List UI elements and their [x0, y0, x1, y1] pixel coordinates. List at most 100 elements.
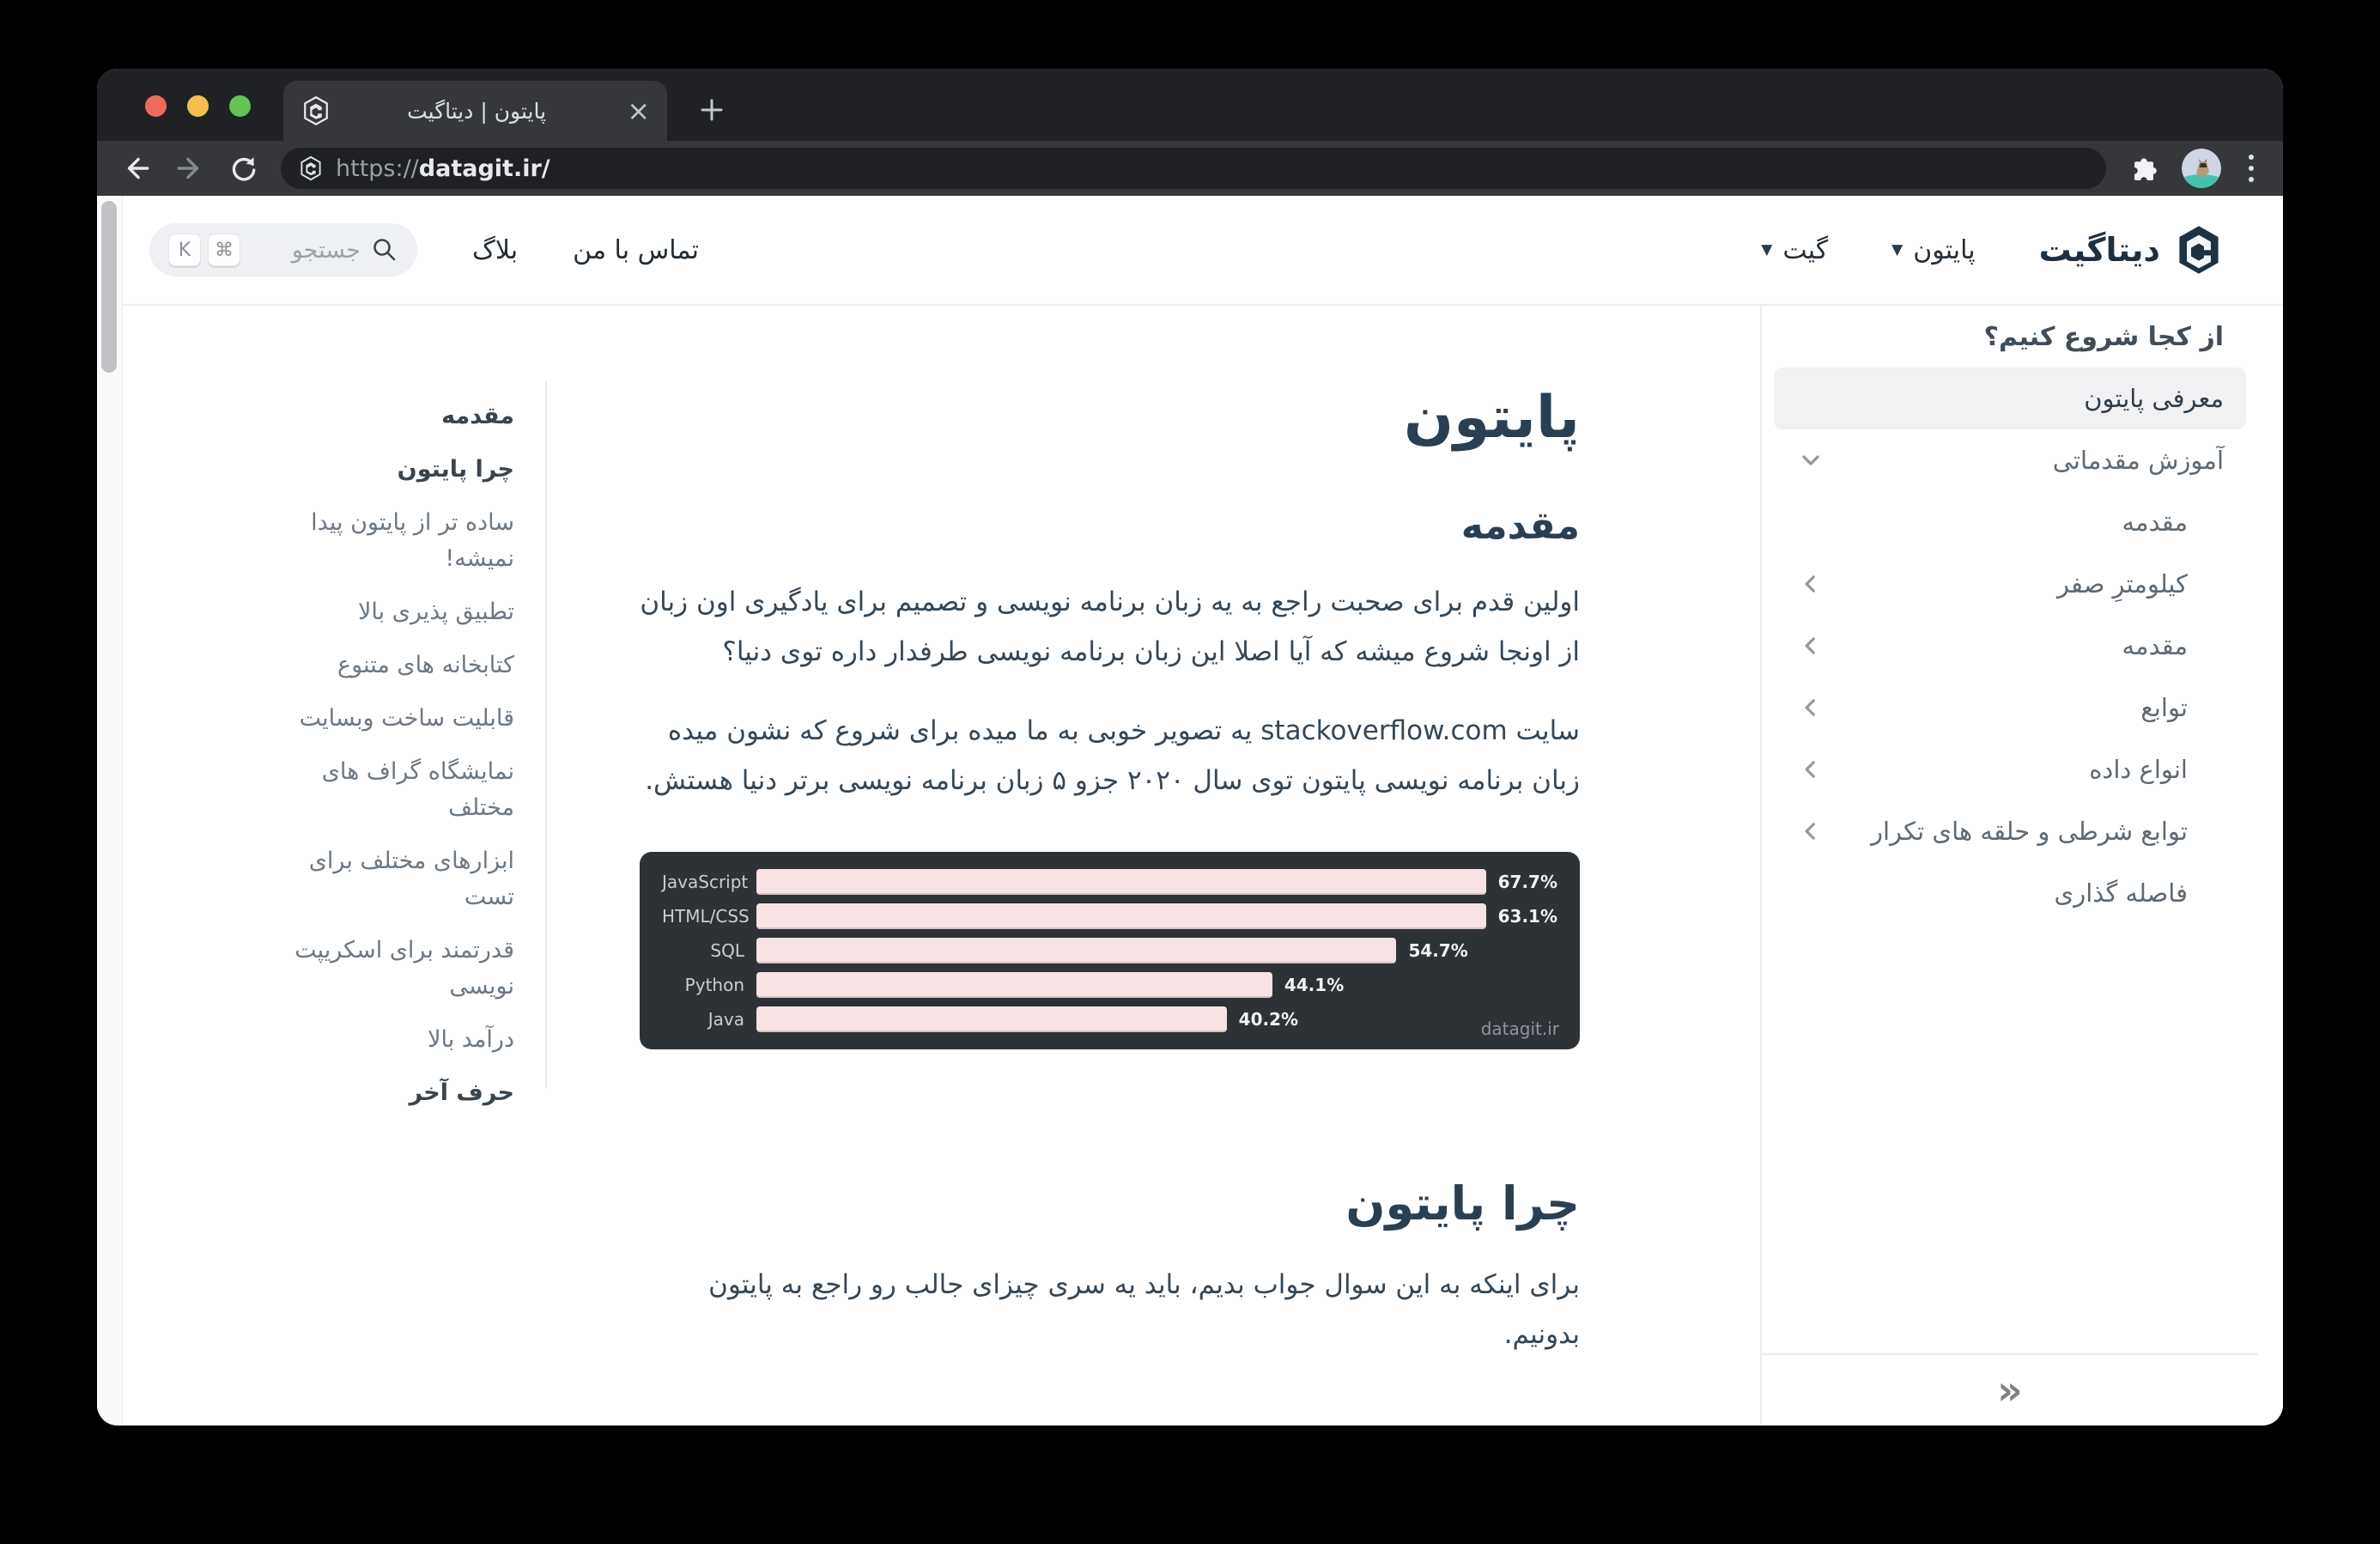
site-logo[interactable]: دیتاگیت — [2039, 223, 2225, 277]
chart-row: Java 40.2% — [662, 1006, 1557, 1032]
chevron-left-icon — [1805, 699, 1815, 716]
browser-menu-icon[interactable] — [2243, 155, 2259, 182]
sidebar-item-label: آموزش مقدماتی — [2052, 446, 2224, 475]
chart-watermark: datagit.ir — [1480, 1018, 1559, 1039]
chart-bar — [756, 938, 1397, 963]
browser-toolbar: https://datagit.ir/ — [97, 141, 2283, 196]
chart-value-label: 40.2% — [1238, 1009, 1299, 1030]
toc-item[interactable]: قدرتمند برای اسکریپت نویسی — [294, 937, 514, 1000]
chart-bar-track: 44.1% — [756, 972, 1557, 998]
tab-strip: پایتون | دیتاگیت × — [97, 69, 2283, 141]
sidebar-footer: » — [1762, 1353, 2258, 1425]
browser-window: پایتون | دیتاگیت × — [97, 69, 2283, 1425]
scrollbar-thumb[interactable] — [101, 201, 117, 373]
chart-value-label: 63.1% — [1497, 906, 1557, 927]
nav-git-label: گیت — [1782, 234, 1829, 265]
search-shortcut: ⌘ K — [168, 234, 240, 266]
address-bar[interactable]: https://datagit.ir/ — [281, 148, 2106, 189]
chevron-down-icon — [1802, 455, 1819, 465]
datagit-logo-icon — [2179, 226, 2219, 274]
chevron-left-icon — [1805, 575, 1815, 593]
chart-bar — [756, 869, 1486, 895]
sidebar-item[interactable]: معرفی پایتون — [1774, 368, 2246, 429]
chart-bar — [756, 1006, 1227, 1032]
forward-icon[interactable] — [174, 153, 205, 184]
docs-sidebar: از کجا شروع کنیم؟ معرفی پایتون آموزش مقدم… — [1760, 306, 2258, 1425]
profile-avatar[interactable] — [2182, 149, 2221, 188]
chart-row: SQL 54.7% — [662, 938, 1557, 963]
nav-blog-link[interactable]: بلاگ — [472, 234, 519, 265]
url-protocol: https:// — [336, 155, 419, 182]
chart-bar — [756, 903, 1486, 929]
chart-bar-track: 40.2% — [756, 1006, 1557, 1032]
tab-favicon — [301, 95, 331, 126]
url-text: https://datagit.ir/ — [336, 155, 550, 182]
why-python-heading: چرا پایتون — [1345, 1176, 1580, 1231]
nav-python-dropdown[interactable]: پایتون ▼ — [1891, 235, 1976, 265]
reload-icon[interactable] — [228, 153, 258, 184]
chart-category-label: SQL — [710, 940, 744, 961]
language-popularity-chart: JavaScript 67.7% HTML/CSS 63.1% SQL 54.7% Pyth… — [640, 852, 1580, 1049]
new-tab-button[interactable] — [691, 89, 732, 131]
chevron-left-icon — [1805, 637, 1815, 654]
chart-bar-track: 54.7% — [756, 938, 1557, 963]
browser-tab[interactable]: پایتون | دیتاگیت × — [283, 81, 667, 141]
close-window-button[interactable] — [145, 95, 167, 117]
search-box[interactable]: ⌘ K — [149, 223, 417, 277]
site-header: دیتاگیت پایتون ▼ گیت ▼ تماس با من بلاگ ⌘ — [122, 196, 2283, 306]
chart-row: JavaScript 67.7% — [662, 869, 1557, 895]
sidebar-item-label: انواع داده — [2089, 755, 2188, 784]
chart-bar-track: 63.1% — [756, 903, 1557, 929]
chart-value-label: 67.7% — [1497, 872, 1557, 892]
tab-close-icon[interactable]: × — [627, 94, 650, 127]
nav-contact-link[interactable]: تماس با من — [573, 234, 700, 265]
sidebar-item[interactable]: توابع شرطی و حلقه های تکرار — [1762, 800, 2258, 862]
extensions-icon[interactable] — [2128, 153, 2159, 184]
chart-category-label: Java — [707, 1009, 744, 1030]
sidebar-item[interactable]: انواع داده — [1762, 739, 2258, 800]
back-icon[interactable] — [121, 153, 152, 184]
toc-item[interactable]: قابلیت ساخت وبسایت — [299, 705, 514, 732]
chart-category-label: JavaScript — [662, 872, 749, 892]
toc-item[interactable]: مقدمه — [441, 403, 514, 429]
chevron-down-icon: ▼ — [1891, 241, 1903, 258]
sidebar-item[interactable]: توابع — [1762, 677, 2258, 739]
search-input[interactable] — [266, 236, 361, 264]
sidebar-item[interactable]: فاصله گذاری — [1762, 862, 2258, 924]
page-scrollbar[interactable] — [97, 196, 123, 1425]
toc-item[interactable]: حرف آخر — [409, 1079, 514, 1106]
toc-item[interactable]: ساده تر از پایتون پیدا نمیشه! — [311, 509, 514, 572]
web-page: دیتاگیت پایتون ▼ گیت ▼ تماس با من بلاگ ⌘ — [97, 196, 2283, 1425]
toc-item[interactable]: تطبیق پذیری بالا — [357, 599, 514, 625]
brand-name: دیتاگیت — [2038, 231, 2160, 269]
sidebar-item-label: توابع — [2140, 693, 2188, 722]
sidebar-item-label: کیلومترِ صفر — [2057, 569, 2188, 599]
tab-title: پایتون | دیتاگیت — [407, 98, 547, 124]
sidebar-item[interactable]: آموزش مقدماتی — [1762, 429, 2258, 491]
collapse-sidebar-button[interactable]: » — [1997, 1367, 2023, 1413]
toc-item[interactable]: درآمد بالا — [428, 1026, 514, 1053]
toc-item[interactable]: چرا پایتون — [397, 456, 514, 483]
sidebar-item[interactable]: مقدمه — [1762, 491, 2258, 553]
sidebar-section-title: از کجا شروع کنیم؟ — [1983, 321, 2224, 352]
paragraph: اولین قدم برای صحبت راجع به یه زبان برنا… — [640, 587, 1580, 667]
chart-category-label: Python — [684, 975, 744, 995]
article: پایتون مقدمه اولین قدم برای صحبت راجع به… — [640, 306, 1580, 1359]
sidebar-item-label: معرفی پایتون — [2084, 384, 2224, 413]
chart-row: Python 44.1% — [662, 972, 1557, 998]
toc-item[interactable]: ابزارهای مختلف برای تست — [308, 848, 514, 910]
chart-bar — [756, 972, 1272, 998]
chart-row: HTML/CSS 63.1% — [662, 903, 1557, 929]
chart-bar-track: 67.7% — [756, 869, 1557, 895]
sidebar-item-label: توابع شرطی و حلقه های تکرار — [1871, 817, 2188, 846]
toc-item[interactable]: نمایشگاه گراف های مختلف — [321, 758, 514, 821]
nav-python-label: پایتون — [1913, 234, 1976, 265]
minimize-window-button[interactable] — [187, 95, 209, 117]
window-controls — [145, 95, 251, 117]
url-host: datagit.ir/ — [418, 155, 550, 182]
sidebar-item[interactable]: مقدمه — [1762, 615, 2258, 677]
toc-item[interactable]: کتابخانه های متنوع — [337, 652, 514, 678]
nav-git-dropdown[interactable]: گیت ▼ — [1761, 235, 1828, 265]
fullscreen-window-button[interactable] — [229, 95, 251, 117]
sidebar-item[interactable]: کیلومترِ صفر — [1762, 553, 2258, 615]
